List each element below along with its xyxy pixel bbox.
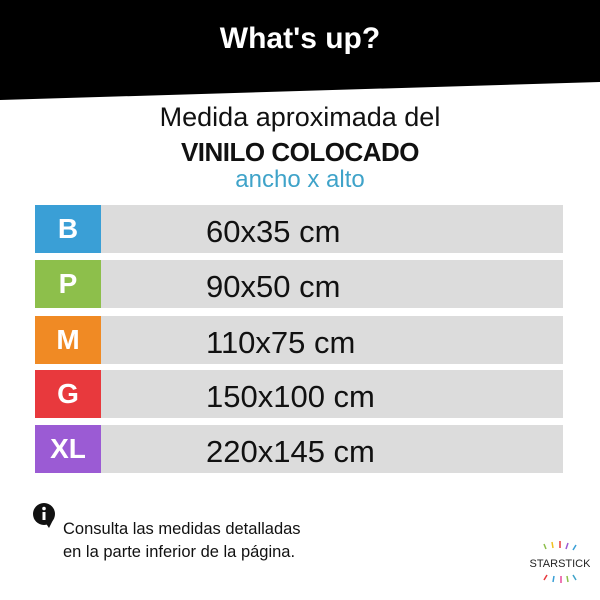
svg-text:STARSTICK: STARSTICK (530, 558, 590, 570)
note-line1: Consulta las medidas detalladas (63, 520, 301, 538)
size-row-xl: XL 220x145 cm (35, 425, 563, 473)
info-icon (33, 503, 55, 528)
size-badge: B (35, 205, 101, 253)
header-banner (0, 0, 600, 100)
size-row-m: M 110x75 cm (35, 316, 563, 364)
heading-line3: ancho x alto (235, 166, 365, 193)
size-badge: G (35, 370, 101, 418)
heading-line1: Medida aproximada del (159, 102, 441, 132)
size-value: 150x100 cm (101, 370, 563, 418)
size-value: 90x50 cm (101, 260, 563, 308)
heading-line2: VINILO COLOCADO (180, 137, 420, 167)
size-row-p: P 90x50 cm (35, 260, 563, 308)
size-badge: XL (35, 425, 101, 473)
size-value: 60x35 cm (101, 205, 563, 253)
note-text: Consulta las medidas detalladas en la pa… (63, 518, 301, 564)
size-row-g: G 150x100 cm (35, 370, 563, 418)
size-value: 220x145 cm (101, 425, 563, 473)
header-title: What's up? (219, 22, 381, 55)
size-value: 110x75 cm (101, 316, 563, 364)
note-line2: en la parte inferior de la página. (63, 543, 296, 561)
size-badge: P (35, 260, 101, 308)
starstick-logo: STARSTICK (530, 541, 590, 583)
size-badge: M (35, 316, 101, 364)
size-row-b: B 60x35 cm (35, 205, 563, 253)
